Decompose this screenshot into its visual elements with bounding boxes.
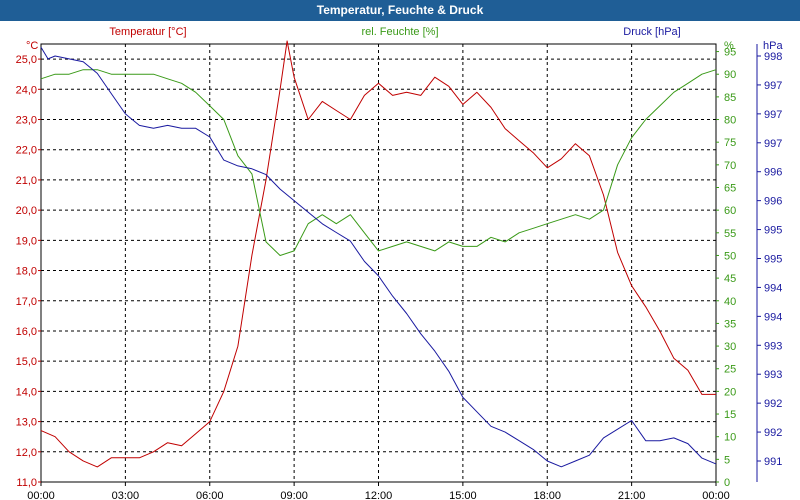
pressure-axis-title: Druck [hPa] [623,26,680,38]
axes: 00:0008.06.1303:0008.06.1306:0008.06.130… [16,44,782,500]
pressure-tick-label: 991 [764,456,782,468]
series-line-humidity [40,69,717,256]
pressure-tick-label: 993 [764,369,782,381]
temp-tick-label: 23,0 [16,115,37,127]
pressure-tick-label: 996 [764,196,782,208]
pressure-tick-label: 997 [764,80,782,92]
temp-tick-label: 24,0 [16,84,37,96]
humidity-tick-label: 0 [724,477,730,489]
humidity-tick-label: 35 [724,318,736,330]
humidity-tick-label: 65 [724,182,736,194]
temp-tick-label: 19,0 [16,235,37,247]
x-tick-time: 15:00 [449,490,477,500]
temp-tick-label: 14,0 [16,386,37,398]
pressure-tick-label: 994 [764,282,782,294]
temp-tick-label: 20,0 [16,205,37,217]
humidity-tick-label: 20 [724,386,736,398]
temp-tick-label: 13,0 [16,417,37,429]
humidity-tick-label: 40 [724,296,736,308]
x-tick-time: 18:00 [533,490,561,500]
humidity-tick-label: 50 [724,250,736,262]
humidity-tick-label: 5 [724,454,730,466]
pressure-tick-label: 997 [764,138,782,150]
series-lines [40,40,717,468]
temp-unit-label: °C [26,40,38,52]
temp-tick-label: 12,0 [16,447,37,459]
humidity-tick-label: 30 [724,341,736,353]
series-line-temp [40,40,716,468]
humidity-tick-label: 45 [724,273,736,285]
temp-tick-label: 16,0 [16,326,37,338]
x-tick-time: 06:00 [196,490,224,500]
humidity-tick-label: 10 [724,432,736,444]
humidity-tick-label: 80 [724,115,736,127]
temp-axis-title: Temperatur [°C] [109,26,186,38]
series-line-pressure [40,47,717,468]
humidity-tick-label: 70 [724,160,736,172]
x-tick-time: 00:00 [27,490,55,500]
temp-tick-label: 15,0 [16,356,37,368]
humidity-tick-label: 15 [724,409,736,421]
pressure-tick-label: 997 [764,109,782,121]
temp-tick-label: 17,0 [16,296,37,308]
humidity-tick-label: 60 [724,205,736,217]
humidity-tick-label: 95 [724,47,736,59]
temp-tick-label: 11,0 [16,477,37,489]
pressure-tick-label: 995 [764,254,782,266]
pressure-tick-label: 992 [764,427,782,439]
humidity-axis-title: rel. Feuchte [%] [361,26,438,38]
window-title: Temperatur, Feuchte & Druck [0,0,800,21]
x-tick-time: 00:00 [702,490,730,500]
pressure-tick-label: 993 [764,340,782,352]
temp-tick-label: 22,0 [16,145,37,157]
temp-tick-label: 25,0 [16,54,37,66]
pressure-tick-label: 994 [764,311,782,323]
humidity-tick-label: 55 [724,228,736,240]
temp-tick-label: 18,0 [16,266,37,278]
x-tick-time: 03:00 [112,490,140,500]
pressure-tick-label: 992 [764,398,782,410]
grid-lines [41,44,716,482]
humidity-tick-label: 90 [724,69,736,81]
x-tick-time: 09:00 [280,490,308,500]
pressure-tick-label: 996 [764,167,782,179]
x-tick-time: 21:00 [618,490,646,500]
pressure-tick-label: 998 [764,51,782,63]
humidity-unit-label: % [724,40,734,52]
x-tick-time: 12:00 [365,490,393,500]
line-chart: 00:0008.06.1303:0008.06.1306:0008.06.130… [16,26,784,500]
pressure-unit-label: hPa [763,40,783,52]
humidity-tick-label: 25 [724,364,736,376]
humidity-tick-label: 85 [724,92,736,104]
pressure-tick-label: 995 [764,225,782,237]
temp-tick-label: 21,0 [16,175,37,187]
humidity-tick-label: 75 [724,137,736,149]
